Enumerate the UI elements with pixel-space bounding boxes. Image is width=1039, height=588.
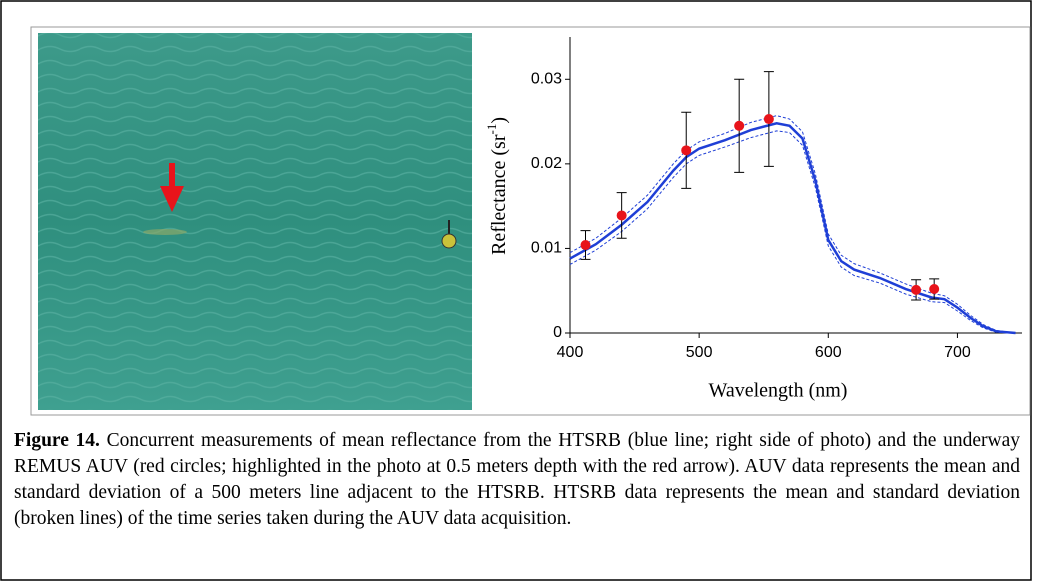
x-tick-label: 600 <box>815 344 842 361</box>
data-point <box>681 145 692 156</box>
data-point <box>616 210 627 221</box>
y-tick-label: 0.01 <box>531 240 562 257</box>
mean-line <box>569 121 1016 335</box>
caption: Figure 14. Concurrent measurements of me… <box>14 428 1020 532</box>
caption-text: Concurrent measurements of mean reflecta… <box>14 430 1020 529</box>
photo <box>38 33 472 410</box>
x-axis-title: Wavelength (nm) <box>709 380 848 402</box>
data-point <box>763 114 774 125</box>
data-point <box>734 120 745 131</box>
y-axis-title: Reflectance (sr-1) <box>484 117 510 255</box>
data-point <box>911 284 922 295</box>
x-tick-label: 400 <box>557 344 584 361</box>
data-point <box>580 240 591 251</box>
y-axis-title-main: Reflectance (sr <box>488 134 510 255</box>
std-line <box>569 130 1016 334</box>
y-axis-title-end: ) <box>488 117 510 124</box>
figure-border <box>30 26 1031 416</box>
y-tick-label: 0.03 <box>531 71 562 88</box>
x-tick-label: 500 <box>686 344 713 361</box>
data-point <box>929 284 940 295</box>
x-tick-label: 700 <box>944 344 971 361</box>
caption-label: Figure 14. <box>14 430 100 451</box>
std-line <box>569 115 1016 334</box>
y-tick-label: 0 <box>553 324 562 341</box>
y-axis-title-sup: -1 <box>484 124 499 135</box>
y-tick-label: 0.02 <box>531 155 562 172</box>
